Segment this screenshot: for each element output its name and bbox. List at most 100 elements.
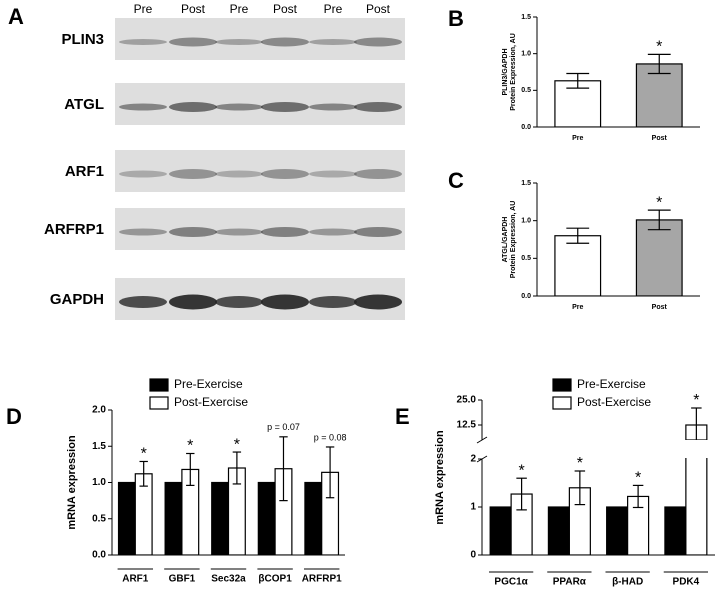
y-axis-label: mRNA expression (66, 435, 78, 530)
panel-letter: C (448, 168, 464, 193)
y-tick-label: 0.0 (521, 293, 531, 300)
blot-band (354, 227, 402, 237)
blot-band (309, 296, 357, 308)
y-axis-label: ATGL/GAPDH (502, 217, 509, 263)
bar (635, 63, 683, 127)
y-tick-label: 0 (470, 550, 476, 561)
blot-band (309, 170, 357, 178)
x-tick-label: β-HAD (612, 577, 643, 588)
bar (547, 506, 570, 555)
y-tick-label: 0.5 (521, 87, 531, 94)
blot-band (309, 103, 357, 111)
annotation: * (635, 470, 641, 487)
blot-band (354, 37, 402, 47)
legend-swatch (149, 396, 169, 410)
blot-band (169, 37, 217, 47)
bar (489, 506, 512, 555)
legend-label: Post-Exercise (577, 395, 651, 409)
blot-column-label: Pre (324, 2, 343, 16)
legend-label: Pre-Exercise (174, 377, 243, 391)
annotation: * (656, 194, 662, 211)
blot-band (309, 228, 357, 236)
blot-row-label: ARFRP1 (44, 221, 104, 238)
panel-letter: B (448, 6, 464, 31)
blot-band (354, 169, 402, 179)
y-tick-label: 2.0 (92, 405, 106, 416)
x-tick-label: Pre (572, 135, 583, 142)
axis-break (476, 436, 488, 444)
error-bar (279, 436, 288, 502)
blot-band (215, 39, 263, 45)
error-bar (574, 470, 586, 506)
x-tick-label: Sec32a (211, 574, 246, 585)
blot-band (119, 228, 167, 236)
y-axis-label: Protein Expression, AU (510, 33, 517, 111)
blot-band (309, 39, 357, 45)
blot-band (261, 169, 309, 179)
x-tick-label: GBF1 (169, 574, 196, 585)
annotation: * (656, 39, 662, 56)
legend-label: Post-Exercise (174, 395, 248, 409)
annotation: * (234, 436, 240, 453)
y-tick-label: 1.5 (521, 14, 531, 21)
axis-break (476, 455, 488, 463)
y-axis-label: PLIN3/GAPDH (502, 48, 509, 95)
bar (685, 458, 708, 555)
bar (117, 481, 136, 555)
y-tick-label: 2 (470, 454, 476, 465)
legend-swatch (552, 378, 572, 392)
blot-band (169, 294, 217, 310)
bar (664, 506, 687, 555)
annotation: p = 0.07 (267, 422, 300, 432)
y-tick-label: 0.5 (521, 255, 531, 262)
y-tick-label: 1 (470, 502, 476, 513)
bar (635, 219, 683, 296)
y-tick-label: 1.5 (521, 180, 531, 187)
error-bar (566, 72, 590, 89)
blot-column-label: Post (273, 2, 298, 16)
error-bar (691, 0, 701, 363)
x-tick-label: ARFRP1 (302, 574, 342, 585)
error-bar (186, 452, 195, 486)
x-tick-label: Post (652, 304, 668, 311)
x-tick-label: PPARα (553, 577, 587, 588)
blot-strip (115, 150, 405, 192)
blot-band (119, 296, 167, 308)
blot-band (169, 227, 217, 237)
bar (164, 481, 183, 555)
annotation: * (187, 438, 193, 455)
x-tick-label: Pre (572, 304, 583, 311)
annotation: * (141, 446, 147, 463)
panel-letter: E (395, 404, 410, 429)
error-bar (566, 227, 590, 244)
blot-column-label: Post (181, 2, 206, 16)
x-tick-label: Post (652, 135, 668, 142)
y-tick-label: 25.0 (457, 395, 477, 406)
error-bar (647, 209, 671, 231)
legend-swatch (149, 378, 169, 392)
annotation: * (518, 462, 524, 479)
blot-strip (115, 18, 405, 60)
panel-letter: D (6, 404, 22, 429)
bar (211, 481, 230, 555)
y-tick-label: 0.5 (92, 513, 106, 524)
x-tick-label: PDK4 (673, 577, 700, 588)
y-tick-label: 0.0 (92, 550, 106, 561)
x-tick-label: PGC1α (494, 577, 528, 588)
blot-band (119, 103, 167, 111)
blot-row-label: GAPDH (50, 291, 104, 308)
blot-row-label: ARF1 (65, 163, 104, 180)
blot-strip (115, 208, 405, 250)
blot-column-label: Post (366, 2, 391, 16)
blot-band (169, 169, 217, 179)
legend-swatch (552, 396, 572, 410)
blot-band (215, 228, 263, 236)
x-tick-label: ARF1 (122, 574, 149, 585)
blot-band (261, 37, 309, 47)
blot-column-label: Pre (134, 2, 153, 16)
blot-band (261, 294, 309, 310)
error-bar (139, 460, 148, 487)
blot-band (261, 102, 309, 112)
y-tick-label: 1.0 (92, 477, 106, 488)
